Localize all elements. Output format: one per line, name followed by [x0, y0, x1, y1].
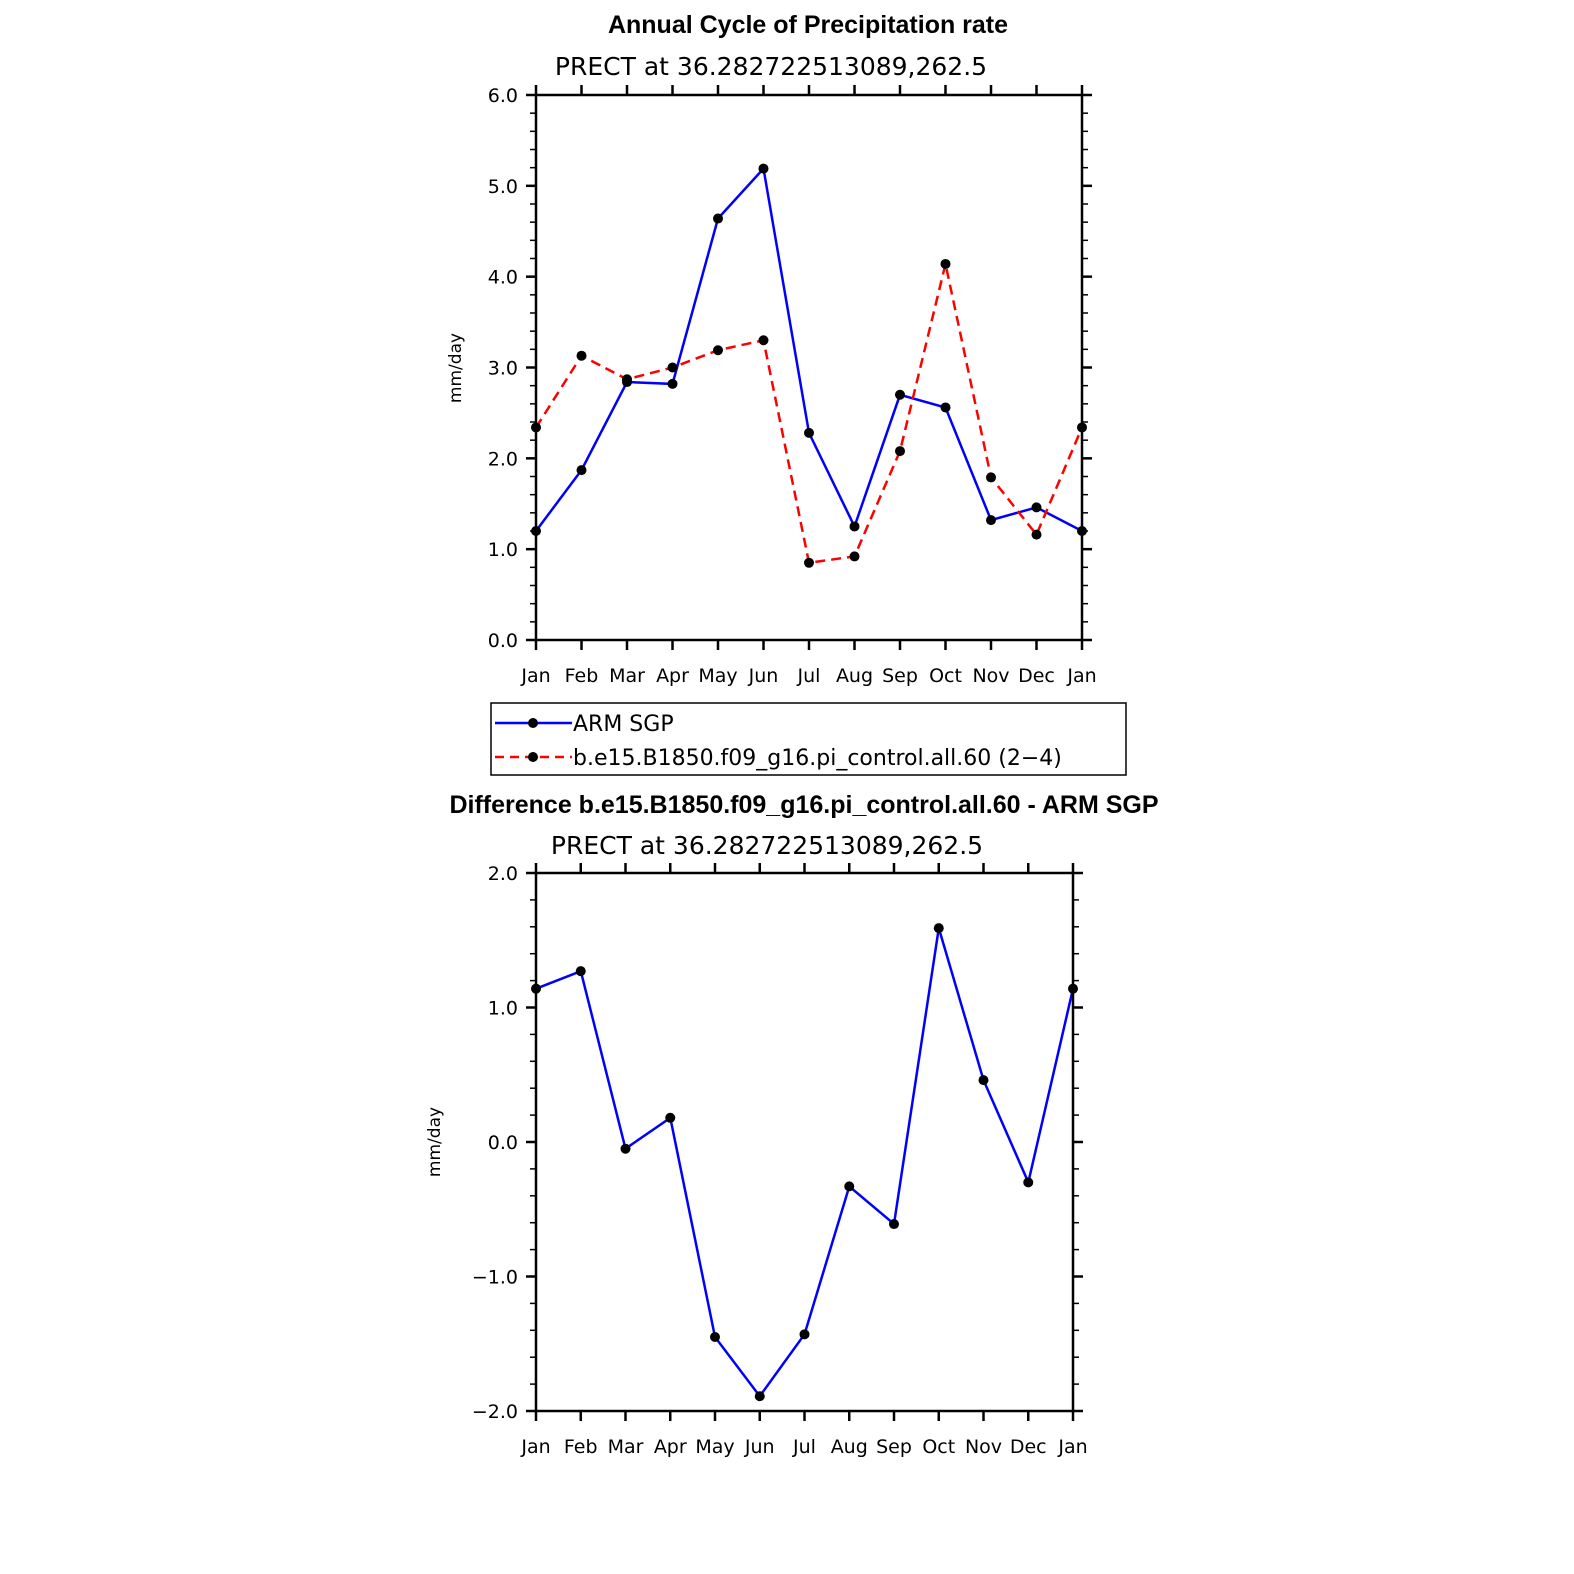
bottom-series-line-0 [535, 927, 1075, 1399]
top-y-tick-label: 0.0 [488, 630, 518, 652]
bottom-series-0-point [754, 1391, 765, 1402]
bottom-y-tick-label: 0.0 [488, 1132, 518, 1154]
top-y-tick-label: 2.0 [488, 448, 518, 470]
top-x-tick-label: Jan [520, 665, 550, 687]
top-series-0-point [986, 515, 996, 526]
bottom-y-tick-label: −1.0 [472, 1267, 518, 1289]
bottom-x-tick-label: Aug [831, 1436, 868, 1458]
top-series-1-point [804, 557, 814, 568]
top-series-1-point [622, 374, 632, 385]
bottom-x-tick-label: May [695, 1436, 734, 1458]
bottom-x-tick-label: Nov [965, 1436, 1002, 1458]
bottom-y-tick-label: 2.0 [488, 863, 518, 885]
bottom-x-tick-label: Jun [744, 1436, 775, 1458]
bottom-y-tick-label: −2.0 [472, 1401, 518, 1423]
top-series-0-point [667, 378, 678, 389]
bottom-x-tick-label: Feb [564, 1436, 598, 1458]
bottom-x-tick-label: Jul [792, 1436, 816, 1458]
top-series-1-point [576, 350, 587, 361]
top-series-0-point [713, 213, 723, 224]
top-series-1-point [1031, 529, 1042, 540]
top-y-tick-label: 1.0 [488, 539, 518, 561]
top-y-tick-label: 6.0 [488, 85, 518, 107]
bottom-series-0-point [889, 1219, 899, 1230]
top-series-1-point [849, 551, 860, 562]
top-series-0-point [940, 402, 951, 413]
bottom-series-0-point [665, 1112, 676, 1123]
bottom-series-0-point [1023, 1177, 1034, 1188]
legend: ARM SGP b.e15.B1850.f09_g16.pi_control.a… [490, 702, 1127, 776]
top-x-tick-label: Mar [609, 665, 645, 687]
top-series-1-point [667, 362, 678, 373]
bottom-plot-area: Jan Feb Mar Apr May Jun Jul Aug Sep Oct Nov Dec Jan−… [472, 863, 1088, 1458]
top-series-0-point [849, 521, 860, 532]
bottom-x-tick-label: Jan [520, 1436, 550, 1458]
top-series-1-point [895, 446, 905, 457]
top-series-line-0 [534, 165, 1083, 533]
bottom-series-0-point [710, 1332, 720, 1343]
bottom-x-tick-label: Oct [922, 1436, 955, 1458]
bottom-series-0-point [620, 1143, 631, 1154]
bottom-x-tick-label: Sep [876, 1436, 912, 1458]
bottom-y-axis-label: mm/day [425, 1107, 445, 1177]
bottom-series-0-point [844, 1181, 855, 1192]
bottom-x-tick-label: Apr [654, 1436, 687, 1458]
bottom-x-tick-label: Jan [1057, 1436, 1087, 1458]
top-x-tick-label: Apr [656, 665, 689, 687]
top-y-tick-label: 5.0 [488, 176, 518, 198]
bottom-chart-subtitle: PRECT at 36.282722513089,262.5 [551, 831, 983, 860]
top-x-tick-label: Aug [836, 665, 873, 687]
top-x-tick-label: Feb [565, 665, 599, 687]
top-y-tick-label: 4.0 [488, 267, 518, 289]
top-chart-title: Annual Cycle of Precipitation rate [608, 11, 1008, 39]
legend-marker-arm-sgp [528, 718, 538, 728]
legend-label-arm-sgp: ARM SGP [573, 712, 674, 737]
bottom-x-tick-label: Dec [1010, 1436, 1047, 1458]
top-x-tick-label: Jul [797, 665, 821, 687]
bottom-chart-title: Difference b.e15.B1850.f09_g16.pi_contro… [449, 791, 1158, 819]
top-chart-subtitle: PRECT at 36.282722513089,262.5 [555, 52, 987, 81]
bottom-y-tick-label: 1.0 [488, 998, 518, 1020]
top-series-1-point [758, 335, 769, 346]
top-series-1-point [713, 345, 723, 356]
top-x-tick-label: May [698, 665, 737, 687]
bottom-series-0-point [799, 1329, 810, 1340]
top-x-tick-label: Dec [1018, 665, 1055, 687]
legend-label-model: b.e15.B1850.f09_g16.pi_control.all.60 (2… [573, 746, 1062, 771]
legend-box [490, 702, 1127, 776]
top-series-1-point [940, 258, 951, 269]
top-series-0-point [895, 389, 905, 400]
top-x-tick-label: Sep [882, 665, 918, 687]
top-x-tick-label: Jan [1066, 665, 1096, 687]
bottom-series-0-point [575, 966, 586, 977]
legend-marker-model [528, 752, 538, 762]
top-series-0-point [804, 427, 814, 438]
top-series-0-point [576, 465, 587, 476]
top-x-tick-label: Jun [748, 665, 779, 687]
bottom-series-0-point [978, 1075, 989, 1086]
top-y-tick-label: 3.0 [488, 358, 518, 380]
bottom-series-0-point [933, 923, 944, 934]
top-plot-area: Jan Feb Mar Apr May Jun Jul Aug Sep Oct Nov Dec Jan0… [488, 85, 1097, 687]
top-series-0-point [1031, 502, 1042, 513]
top-x-tick-label: Nov [972, 665, 1009, 687]
top-x-tick-label: Oct [929, 665, 962, 687]
top-series-0-point [758, 163, 769, 174]
top-series-1-point [986, 472, 996, 483]
top-y-axis-label: mm/day [446, 333, 466, 403]
bottom-x-tick-label: Mar [608, 1436, 644, 1458]
